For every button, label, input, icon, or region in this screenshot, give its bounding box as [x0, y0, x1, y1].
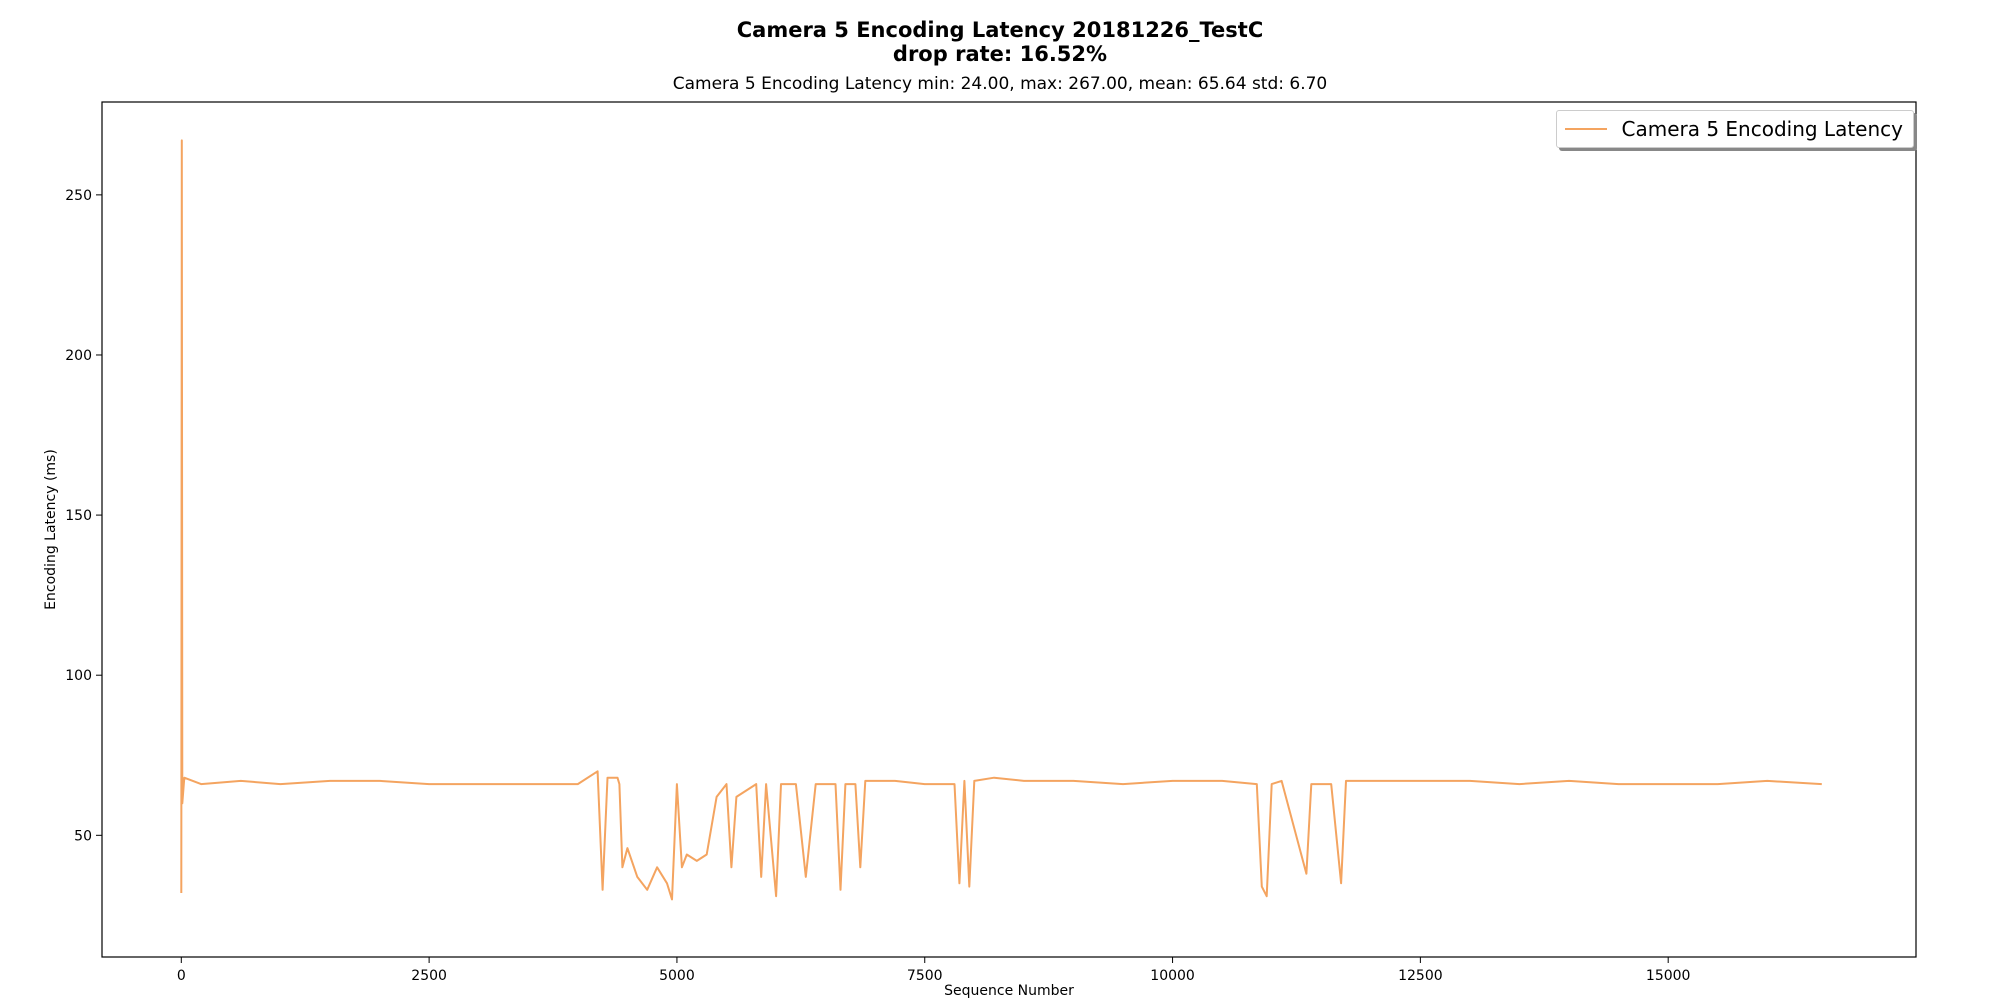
x-tick-label: 2500 — [411, 968, 447, 984]
y-axis-label: Encoding Latency (ms) — [43, 449, 59, 610]
x-tick-label: 15000 — [1646, 968, 1691, 984]
legend-swatch — [1565, 128, 1608, 130]
axes-frame — [101, 101, 1917, 958]
x-tick-label: 10000 — [1150, 968, 1195, 984]
x-tick-label: 5000 — [659, 968, 695, 984]
x-axis-label: Sequence Number — [944, 983, 1074, 999]
x-tick-label: 7500 — [907, 968, 943, 984]
legend: Camera 5 Encoding Latency — [1556, 110, 1914, 148]
y-tick-label: 250 — [65, 188, 92, 204]
chart-subtitle: Camera 5 Encoding Latency min: 24.00, ma… — [672, 74, 1328, 94]
chart-title-line-2: drop rate: 16.52% — [892, 42, 1108, 66]
y-tick-label: 150 — [65, 508, 92, 524]
y-tick-label: 200 — [65, 348, 92, 364]
y-tick-label: 100 — [65, 668, 92, 684]
legend-label: Camera 5 Encoding Latency — [1621, 117, 1903, 141]
x-tick-label: 0 — [177, 968, 186, 984]
chart-title-line-1: Camera 5 Encoding Latency 20181226_TestC — [736, 18, 1264, 42]
y-tick-label: 50 — [74, 828, 92, 844]
series-line — [180, 139, 1822, 901]
x-tick-label: 12500 — [1398, 968, 1443, 984]
